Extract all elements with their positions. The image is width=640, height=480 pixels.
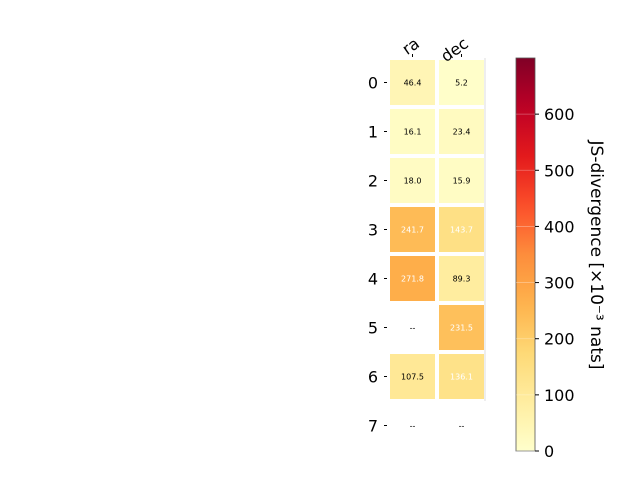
colorbar-tick-label: 100 [544, 386, 575, 405]
cell-value-label: 136.1 [450, 373, 473, 382]
cell-value-label: -- [459, 422, 465, 431]
column-tick-label: ra [398, 34, 422, 59]
row-tick-label: 0 [368, 74, 378, 93]
row-tick-label: 4 [368, 270, 378, 289]
row-tick-label: 5 [368, 319, 378, 338]
colorbar-gradient [515, 57, 536, 452]
heatmap-cells: 46.4 5.2 16.1 23.4 18.0 15.9 241.7 143.7 271.8 89… [388, 58, 486, 431]
heatmap-cell [388, 156, 437, 205]
colorbar-tick-label: 600 [544, 105, 575, 124]
heatmap-cell [388, 254, 437, 303]
colorbar-tick-label: 300 [544, 274, 575, 293]
cell-value-label: 89.3 [453, 275, 471, 284]
heatmap-cell [437, 254, 486, 303]
cell-value-label: 231.5 [450, 324, 473, 333]
cell-value-label: 15.9 [453, 177, 471, 186]
colorbar-tick-label: 0 [544, 442, 554, 461]
cell-value-label: 16.1 [404, 128, 422, 137]
row-tick-label: 6 [368, 368, 378, 387]
heatmap-cell [437, 58, 486, 107]
cell-value-label: 18.0 [404, 177, 422, 186]
colorbar: 0 100 200 300 400 500 600 [515, 57, 575, 461]
cell-value-label: 5.2 [455, 79, 468, 88]
row-tick-label: 2 [368, 172, 378, 191]
heatmap-cell [388, 107, 437, 156]
row-tick-label: 3 [368, 221, 378, 240]
cell-value-label: 271.8 [401, 275, 424, 284]
heatmap-cell [437, 352, 486, 401]
cell-value-label: 23.4 [453, 128, 471, 137]
row-tick-labels: 0 1 2 3 4 5 6 7 [368, 74, 387, 436]
colorbar-tick-label: 200 [544, 330, 575, 349]
heatmap-cell [388, 205, 437, 254]
cell-value-label: -- [410, 324, 416, 333]
row-tick-label: 1 [368, 123, 378, 142]
heatmap-cell [388, 352, 437, 401]
cell-value-label: 107.5 [401, 373, 424, 382]
colorbar-tick-label: 500 [544, 161, 575, 180]
heatmap-cell [437, 156, 486, 205]
cell-value-label: 46.4 [404, 79, 422, 88]
cell-value-label: 143.7 [450, 226, 473, 235]
cell-value-label: 241.7 [401, 226, 424, 235]
heatmap-cell [437, 205, 486, 254]
colorbar-label: JS-divergence [×10⁻³ nats] [586, 140, 606, 370]
cell-value-label: -- [410, 422, 416, 431]
colorbar-tick-label: 400 [544, 217, 575, 236]
row-tick-label: 7 [368, 417, 378, 436]
heatmap-cell [388, 58, 437, 107]
